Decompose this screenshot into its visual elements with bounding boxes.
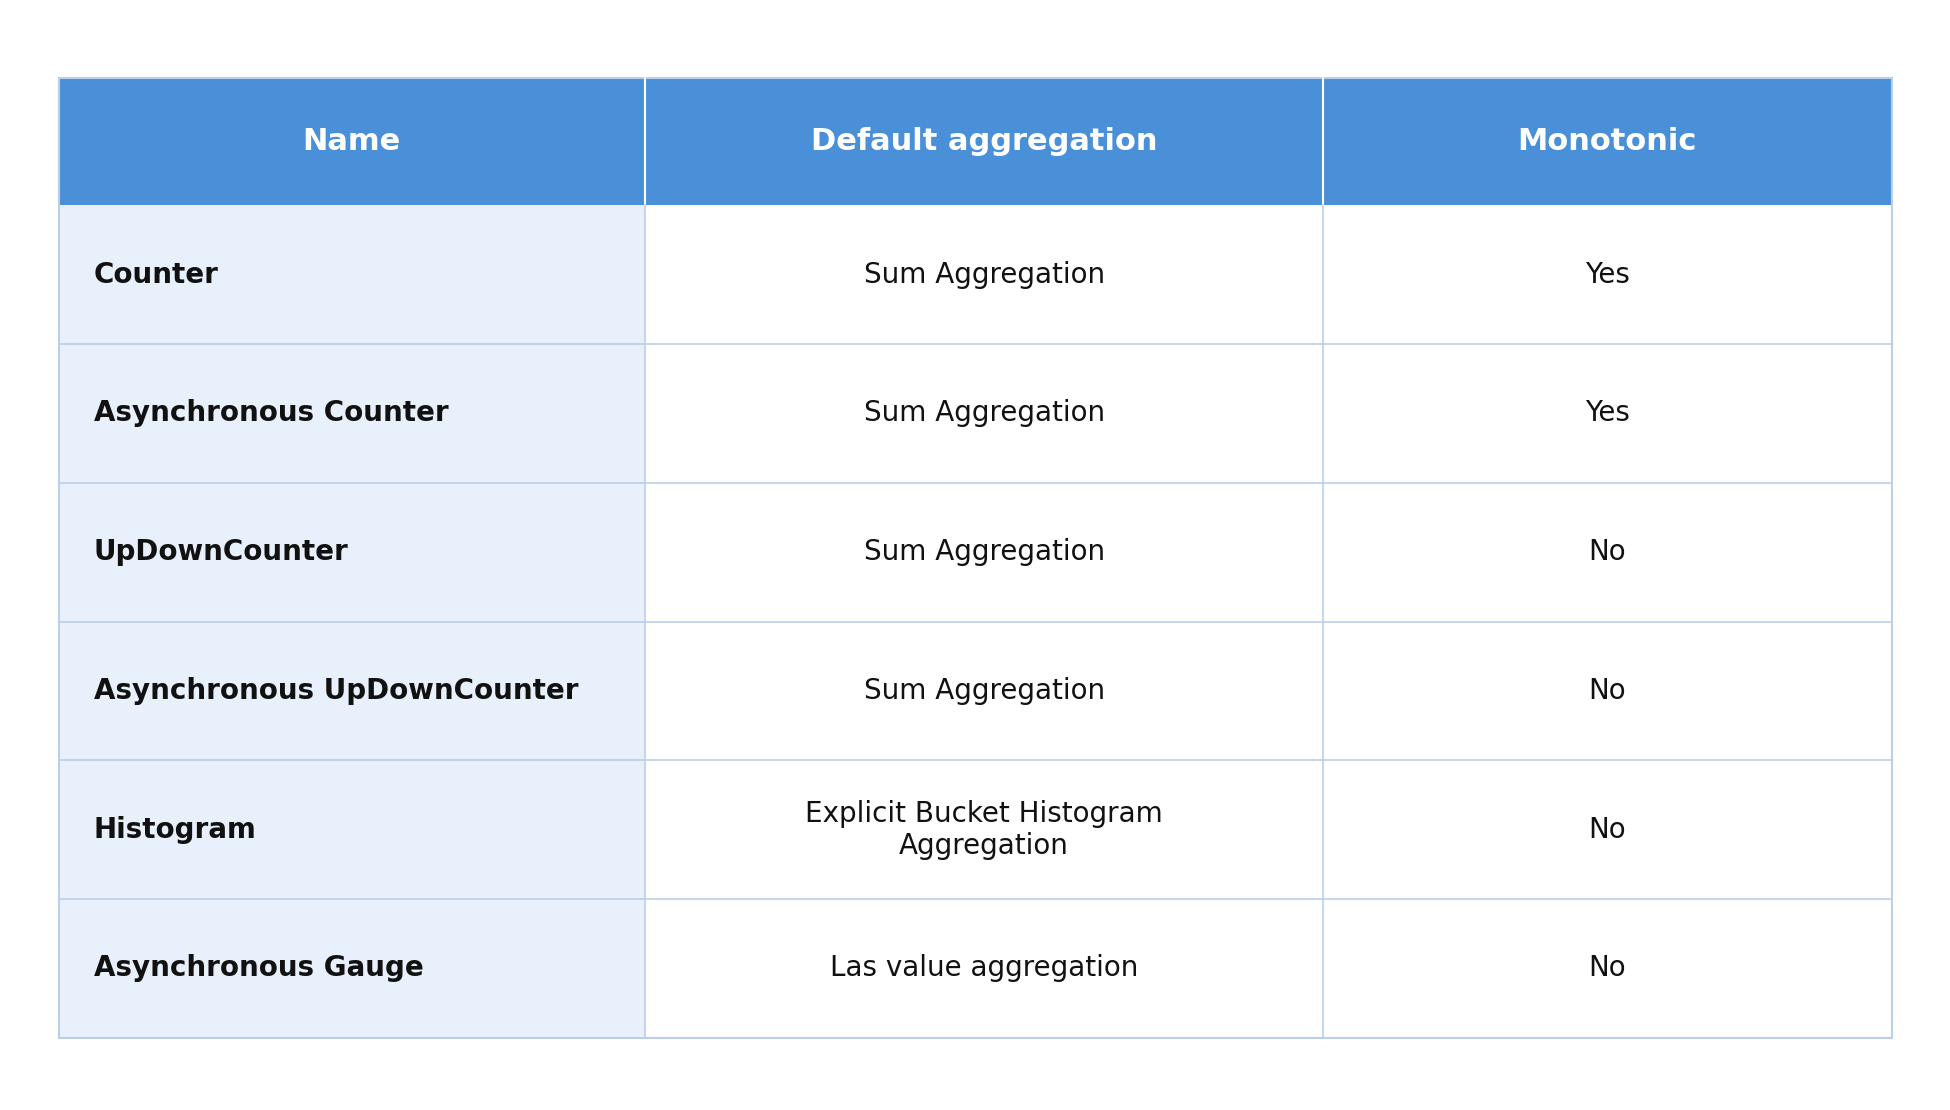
FancyBboxPatch shape — [645, 344, 1324, 483]
FancyBboxPatch shape — [1324, 483, 1892, 622]
Text: No: No — [1589, 955, 1626, 982]
Text: Asynchronous UpDownCounter: Asynchronous UpDownCounter — [94, 677, 577, 705]
FancyBboxPatch shape — [645, 622, 1324, 760]
Text: Name: Name — [302, 127, 402, 157]
FancyBboxPatch shape — [58, 760, 645, 899]
FancyBboxPatch shape — [58, 78, 645, 205]
Text: Explicit Bucket Histogram
Aggregation: Explicit Bucket Histogram Aggregation — [805, 799, 1162, 860]
Text: Monotonic: Monotonic — [1517, 127, 1696, 157]
FancyBboxPatch shape — [58, 483, 645, 622]
Text: Las value aggregation: Las value aggregation — [831, 955, 1139, 982]
FancyBboxPatch shape — [1324, 760, 1892, 899]
Text: Asynchronous Counter: Asynchronous Counter — [94, 400, 448, 427]
FancyBboxPatch shape — [58, 344, 645, 483]
Text: Sum Aggregation: Sum Aggregation — [864, 261, 1106, 289]
Text: Yes: Yes — [1585, 400, 1630, 427]
FancyBboxPatch shape — [1324, 205, 1892, 344]
FancyBboxPatch shape — [645, 760, 1324, 899]
FancyBboxPatch shape — [645, 205, 1324, 344]
Text: Sum Aggregation: Sum Aggregation — [864, 538, 1106, 566]
FancyBboxPatch shape — [1324, 622, 1892, 760]
FancyBboxPatch shape — [645, 78, 1324, 205]
FancyBboxPatch shape — [1324, 78, 1892, 205]
FancyBboxPatch shape — [1324, 899, 1892, 1038]
FancyBboxPatch shape — [58, 622, 645, 760]
Text: Sum Aggregation: Sum Aggregation — [864, 677, 1106, 705]
FancyBboxPatch shape — [1324, 344, 1892, 483]
Text: UpDownCounter: UpDownCounter — [94, 538, 349, 566]
Text: Yes: Yes — [1585, 261, 1630, 289]
FancyBboxPatch shape — [58, 205, 645, 344]
FancyBboxPatch shape — [645, 483, 1324, 622]
Text: Asynchronous Gauge: Asynchronous Gauge — [94, 955, 423, 982]
Text: Histogram: Histogram — [94, 816, 257, 844]
Text: No: No — [1589, 677, 1626, 705]
FancyBboxPatch shape — [58, 899, 645, 1038]
Text: No: No — [1589, 816, 1626, 844]
Text: No: No — [1589, 538, 1626, 566]
Text: Default aggregation: Default aggregation — [811, 127, 1158, 157]
FancyBboxPatch shape — [645, 899, 1324, 1038]
Text: Sum Aggregation: Sum Aggregation — [864, 400, 1106, 427]
Text: Counter: Counter — [94, 261, 218, 289]
